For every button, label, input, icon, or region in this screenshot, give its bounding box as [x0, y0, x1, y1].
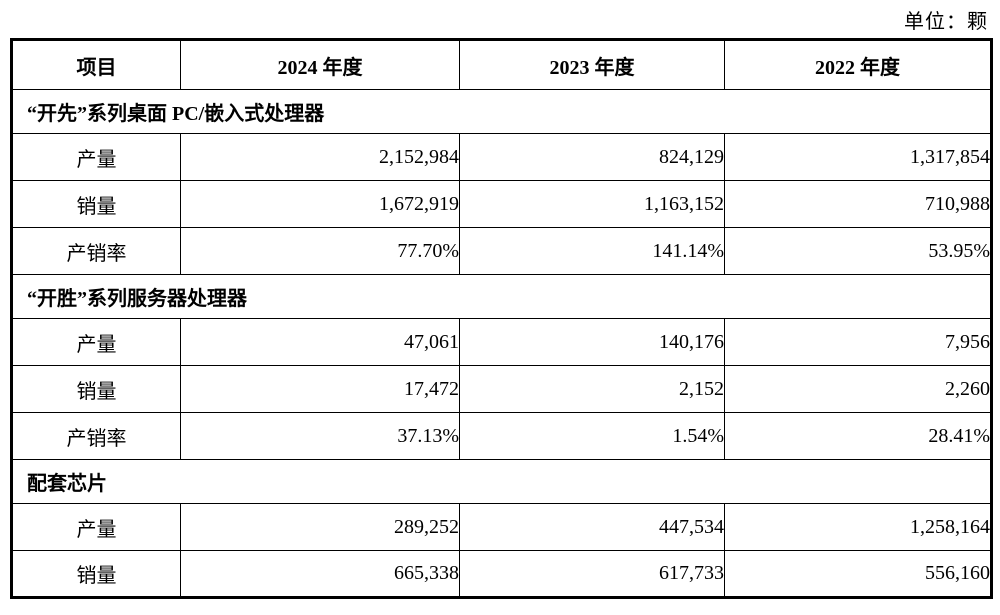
table-row: 产量 289,252 447,534 1,258,164	[11, 503, 992, 551]
header-row: 项目 2024 年度 2023 年度 2022 年度	[11, 39, 992, 90]
value-cell: 53.95%	[724, 227, 992, 275]
section-title: 配套芯片	[11, 459, 992, 504]
value-cell: 617,733	[459, 550, 725, 598]
value-cell: 710,988	[724, 180, 992, 228]
value-cell: 289,252	[180, 503, 460, 551]
section-title: “开先”系列桌面 PC/嵌入式处理器	[11, 89, 992, 134]
value-cell: 47,061	[180, 318, 460, 366]
value-cell: 77.70%	[180, 227, 460, 275]
value-cell: 37.13%	[180, 412, 460, 460]
column-header-2024: 2024 年度	[180, 39, 460, 90]
value-cell: 1,258,164	[724, 503, 992, 551]
table-row: 产销率 37.13% 1.54% 28.41%	[11, 412, 992, 460]
value-cell: 1,163,152	[459, 180, 725, 228]
value-cell: 1,317,854	[724, 133, 992, 181]
value-cell: 2,260	[724, 365, 992, 413]
row-label: 产量	[11, 133, 181, 181]
section-title: “开胜”系列服务器处理器	[11, 274, 992, 319]
section-header-kaixian: “开先”系列桌面 PC/嵌入式处理器	[11, 89, 992, 134]
value-cell: 2,152,984	[180, 133, 460, 181]
value-cell: 140,176	[459, 318, 725, 366]
table-row: 销量 1,672,919 1,163,152 710,988	[11, 180, 992, 228]
value-cell: 665,338	[180, 550, 460, 598]
row-label: 产销率	[11, 227, 181, 275]
value-cell: 7,956	[724, 318, 992, 366]
production-sales-table: 项目 2024 年度 2023 年度 2022 年度 “开先”系列桌面 PC/嵌…	[10, 38, 993, 599]
value-cell: 1,672,919	[180, 180, 460, 228]
value-cell: 17,472	[180, 365, 460, 413]
section-header-kaisheng: “开胜”系列服务器处理器	[11, 274, 992, 319]
value-cell: 824,129	[459, 133, 725, 181]
column-header-2023: 2023 年度	[459, 39, 725, 90]
table-row: 销量 17,472 2,152 2,260	[11, 365, 992, 413]
row-label: 销量	[11, 365, 181, 413]
row-label: 销量	[11, 180, 181, 228]
table-row: 销量 665,338 617,733 556,160	[11, 550, 992, 598]
section-header-peitao: 配套芯片	[11, 459, 992, 504]
column-header-item: 项目	[11, 39, 181, 90]
row-label: 产销率	[11, 412, 181, 460]
column-header-2022: 2022 年度	[724, 39, 992, 90]
row-label: 销量	[11, 550, 181, 598]
value-cell: 447,534	[459, 503, 725, 551]
value-cell: 1.54%	[459, 412, 725, 460]
table-row: 产量 47,061 140,176 7,956	[11, 318, 992, 366]
value-cell: 2,152	[459, 365, 725, 413]
table-row: 产量 2,152,984 824,129 1,317,854	[11, 133, 992, 181]
row-label: 产量	[11, 503, 181, 551]
row-label: 产量	[11, 318, 181, 366]
value-cell: 28.41%	[724, 412, 992, 460]
table-row: 产销率 77.70% 141.14% 53.95%	[11, 227, 992, 275]
value-cell: 556,160	[724, 550, 992, 598]
value-cell: 141.14%	[459, 227, 725, 275]
unit-label: 单位：颗	[904, 11, 988, 33]
